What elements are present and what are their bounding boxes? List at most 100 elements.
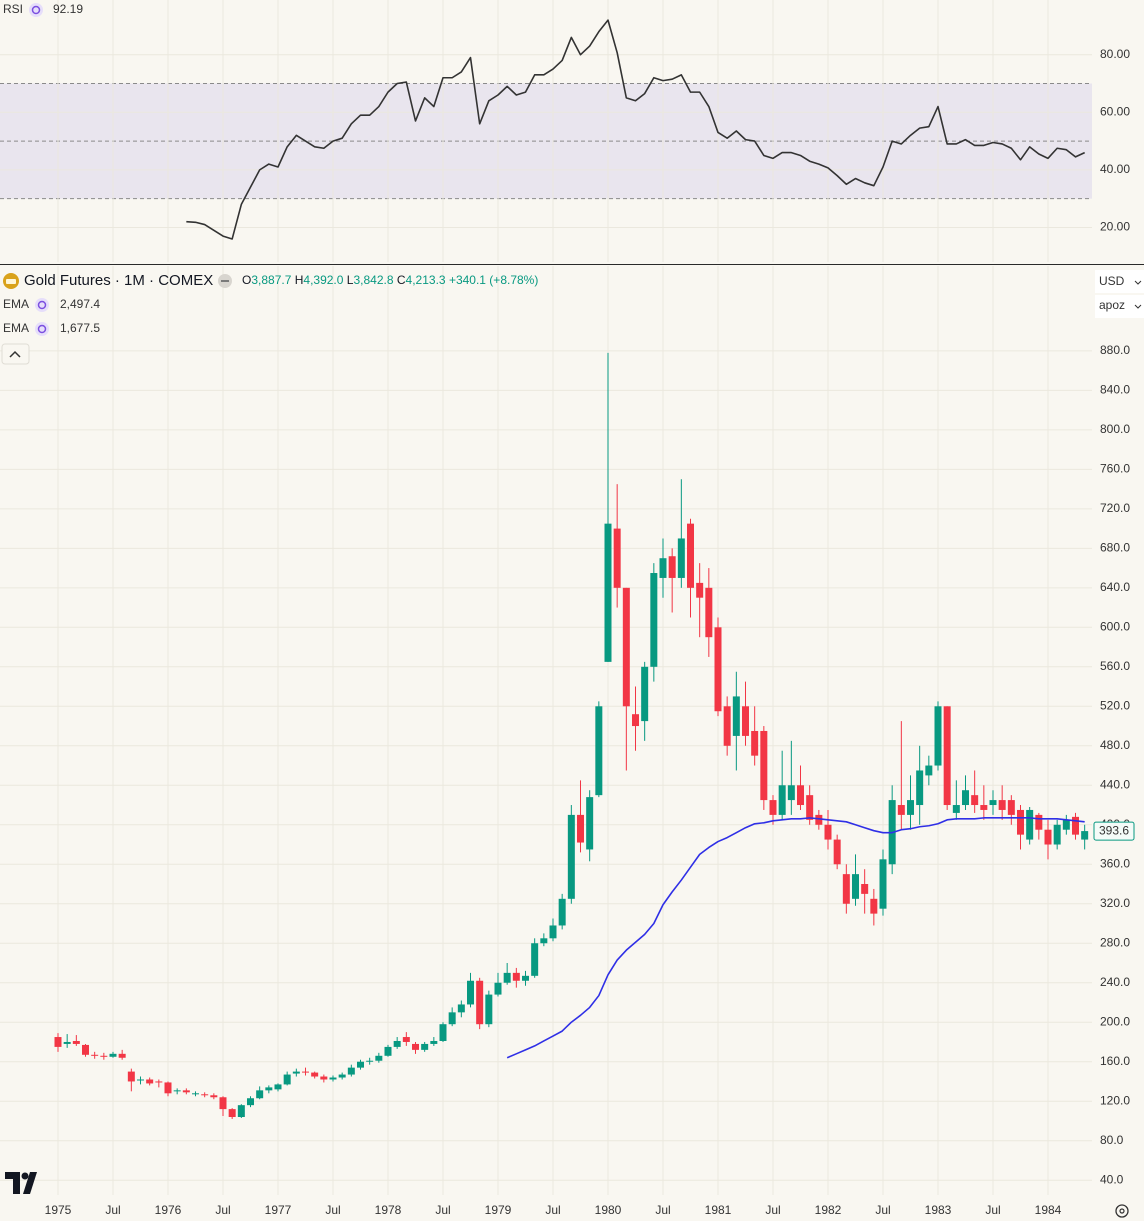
- y-tick-label: 640.0: [1100, 580, 1130, 594]
- candle-body: [1072, 816, 1079, 835]
- candle-body: [338, 1074, 346, 1078]
- x-tick-label: 1979: [485, 1203, 512, 1217]
- marks-layer: [54, 19, 1089, 1119]
- candle-body: [146, 1079, 154, 1084]
- candle-body: [439, 1024, 447, 1041]
- y-tick-label: 520.0: [1100, 698, 1130, 712]
- currency-box[interactable]: [1095, 270, 1144, 293]
- candle-body: [265, 1087, 273, 1091]
- candle-body: [320, 1076, 328, 1080]
- collapse-button-box[interactable]: [1, 343, 30, 365]
- candle-body: [366, 1060, 374, 1062]
- candle-body: [448, 1012, 456, 1025]
- candle-body: [274, 1084, 282, 1090]
- candle-body: [824, 824, 832, 840]
- candle-body: [118, 1053, 126, 1058]
- high-letter: H: [295, 273, 304, 287]
- rsi-title: RSI: [3, 2, 23, 16]
- y-tick-label: 840.0: [1100, 383, 1130, 397]
- ema-legend-value: 1,677.5: [60, 321, 100, 335]
- y-tick-label: 80.0: [1100, 1133, 1124, 1147]
- candle-body: [155, 1081, 163, 1083]
- candle-body: [164, 1082, 172, 1094]
- candle-body: [549, 925, 557, 939]
- close-letter: C: [397, 273, 406, 287]
- candle-body: [558, 898, 566, 926]
- candle-body: [219, 1097, 227, 1110]
- x-tick-label: Jul: [545, 1203, 560, 1217]
- x-tick-label: Jul: [105, 1203, 120, 1217]
- ema-legend-value: 2,497.4: [60, 297, 100, 311]
- candle-body: [485, 994, 493, 1025]
- candle-body: [430, 1040, 438, 1044]
- candle-body: [72, 1040, 80, 1044]
- y-tick-label: 320.0: [1100, 896, 1130, 910]
- candle-body: [457, 1004, 465, 1013]
- candle-body: [476, 980, 484, 1025]
- x-tick-label: 1975: [45, 1203, 72, 1217]
- brand-logo[interactable]: [5, 1172, 37, 1194]
- x-tick-label: Jul: [875, 1203, 890, 1217]
- low-value: 3,842.8: [353, 273, 393, 287]
- ohlc-header: O3,887.7 H4,392.0 L3,842.8 C4,213.3 +340…: [242, 273, 538, 287]
- ema-icon: [35, 322, 49, 336]
- candle-body: [1026, 809, 1034, 840]
- candle-body: [402, 1037, 410, 1042]
- candle-body: [1062, 819, 1070, 830]
- candle-body: [256, 1090, 264, 1099]
- settings-button[interactable]: [1115, 1204, 1129, 1218]
- y-tick-label: 480.0: [1100, 738, 1130, 752]
- collapse-button[interactable]: [1, 343, 30, 365]
- scale-mode-box[interactable]: [1095, 295, 1144, 318]
- candle-body: [421, 1043, 429, 1050]
- candle-body: [329, 1077, 337, 1080]
- y-tick-label: 560.0: [1100, 659, 1130, 673]
- candle-body: [962, 790, 969, 806]
- candle-body: [503, 972, 511, 983]
- currency-caret: [1134, 280, 1142, 285]
- candle-body: [925, 765, 933, 776]
- candle-body: [384, 1046, 392, 1056]
- candle-body: [302, 1071, 309, 1073]
- candle-body: [109, 1053, 117, 1057]
- scale-mode-caret: [1134, 304, 1142, 309]
- candle-body: [989, 800, 997, 806]
- candle-body: [861, 884, 869, 894]
- candle-body: [210, 1095, 218, 1098]
- candle-body: [540, 938, 548, 944]
- x-tick-label: 1984: [1035, 1203, 1062, 1217]
- grid-layer: [0, 0, 1092, 1195]
- candle-body: [641, 666, 649, 722]
- candle-body: [952, 805, 960, 813]
- candle-body: [173, 1090, 181, 1092]
- ema-legend-name: EMA: [3, 321, 29, 335]
- rsi-line: [186, 19, 1086, 240]
- scale-mode-button[interactable]: apoz: [1095, 295, 1144, 318]
- candle-body: [100, 1055, 108, 1057]
- candle-body: [54, 1037, 62, 1047]
- ema-icon-ring: [37, 300, 47, 310]
- candle-body: [971, 795, 979, 806]
- x-tick-label: 1983: [925, 1203, 952, 1217]
- open-letter: O: [242, 273, 251, 287]
- currency-button[interactable]: USD: [1095, 270, 1144, 293]
- x-tick-label: Jul: [765, 1203, 780, 1217]
- candle-body: [934, 706, 942, 766]
- candle-body: [247, 1098, 254, 1106]
- settings-icon[interactable]: [1115, 1204, 1129, 1218]
- candle-body: [91, 1054, 99, 1056]
- market-status-bar: [221, 280, 229, 282]
- candle-body: [742, 706, 749, 736]
- candle-body: [192, 1093, 199, 1095]
- candle-body: [806, 795, 814, 820]
- candle-body: [879, 859, 887, 909]
- x-tick-label: 1980: [595, 1203, 622, 1217]
- candle-body: [897, 805, 905, 815]
- y-tick-label: 720.0: [1100, 501, 1130, 515]
- y-tick-label: 800.0: [1100, 422, 1130, 436]
- candle-body: [567, 814, 575, 899]
- y-tick-label: 280.0: [1100, 935, 1130, 949]
- candle-body: [797, 785, 804, 806]
- ema-line: [506, 817, 1085, 1059]
